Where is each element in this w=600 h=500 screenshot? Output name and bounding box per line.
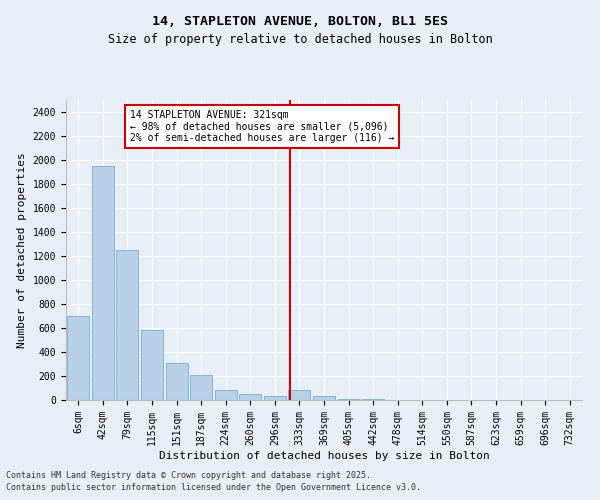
Text: 14, STAPLETON AVENUE, BOLTON, BL1 5ES: 14, STAPLETON AVENUE, BOLTON, BL1 5ES — [152, 15, 448, 28]
Bar — [166, 363, 188, 400]
X-axis label: Distribution of detached houses by size in Bolton: Distribution of detached houses by size … — [158, 450, 490, 460]
Bar — [289, 390, 310, 400]
Bar — [92, 166, 114, 400]
Bar — [215, 390, 237, 400]
Text: Contains HM Land Registry data © Crown copyright and database right 2025.: Contains HM Land Registry data © Crown c… — [6, 471, 371, 480]
Text: Size of property relative to detached houses in Bolton: Size of property relative to detached ho… — [107, 32, 493, 46]
Bar — [116, 250, 139, 400]
Bar — [264, 396, 286, 400]
Text: 14 STAPLETON AVENUE: 321sqm
← 98% of detached houses are smaller (5,096)
2% of s: 14 STAPLETON AVENUE: 321sqm ← 98% of det… — [130, 110, 394, 143]
Text: Contains public sector information licensed under the Open Government Licence v3: Contains public sector information licen… — [6, 484, 421, 492]
Y-axis label: Number of detached properties: Number of detached properties — [17, 152, 27, 348]
Bar — [190, 376, 212, 400]
Bar — [67, 316, 89, 400]
Bar — [313, 396, 335, 400]
Bar — [338, 399, 359, 400]
Bar — [141, 330, 163, 400]
Bar — [239, 394, 262, 400]
